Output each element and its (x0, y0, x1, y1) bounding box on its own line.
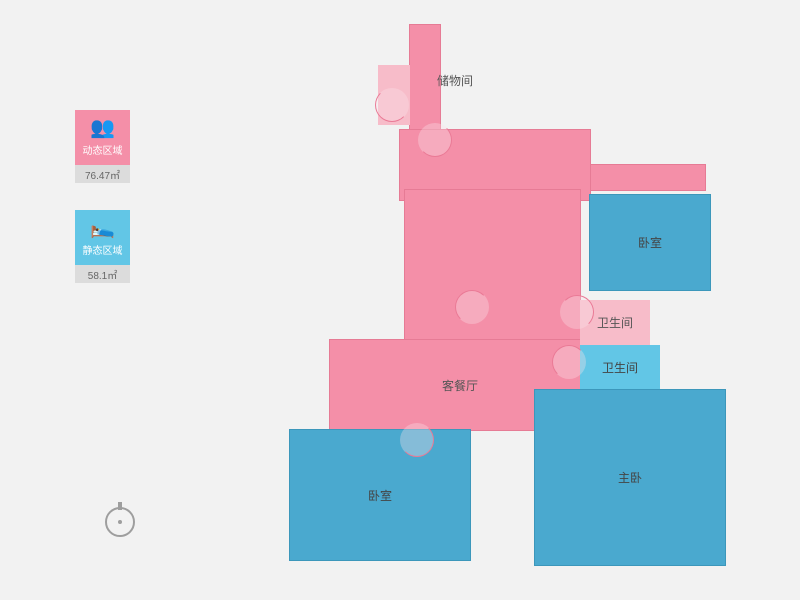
room-storage: 储物间 (410, 25, 440, 135)
room-bed-master: 主卧 (535, 390, 725, 565)
legend-static-label: 静态区域 (83, 242, 123, 257)
room-bed-left: 卧室 (290, 430, 470, 560)
room-label-living-bot: 客餐厅 (442, 377, 478, 394)
room-bed-top: 卧室 (590, 195, 710, 290)
legend-dynamic-value: 76.47㎡ (75, 165, 130, 183)
legend-dynamic-label: 动态区域 (83, 142, 123, 157)
room-label-wc-upper: 卫生间 (597, 314, 633, 331)
room-wc-upper: 卫生间 (580, 300, 650, 345)
legend-dynamic: 👥 动态区域 76.47㎡ (75, 110, 130, 183)
legend-static-card: 🛌 静态区域 (75, 210, 130, 265)
floor-plan: 储物间阳台客餐厅卧室卫生间卫生间卧室主卧 (270, 10, 740, 570)
room-label-wc-lower: 卫生间 (602, 359, 638, 376)
bed-icon: 🛌 (90, 218, 115, 238)
room-storage-ext (378, 65, 410, 125)
room-label-bed-top: 卧室 (638, 234, 662, 251)
room-label-bed-left: 卧室 (368, 487, 392, 504)
legend-static: 🛌 静态区域 58.1㎡ (75, 210, 130, 283)
compass-icon (100, 500, 140, 540)
room-label-bed-master: 主卧 (618, 469, 642, 486)
room-wc-lower: 卫生间 (580, 345, 660, 390)
room-label-storage: 储物间 (437, 72, 473, 89)
people-icon: 👥 (90, 118, 115, 138)
legend-dynamic-card: 👥 动态区域 (75, 110, 130, 165)
legend-static-value: 58.1㎡ (75, 265, 130, 283)
